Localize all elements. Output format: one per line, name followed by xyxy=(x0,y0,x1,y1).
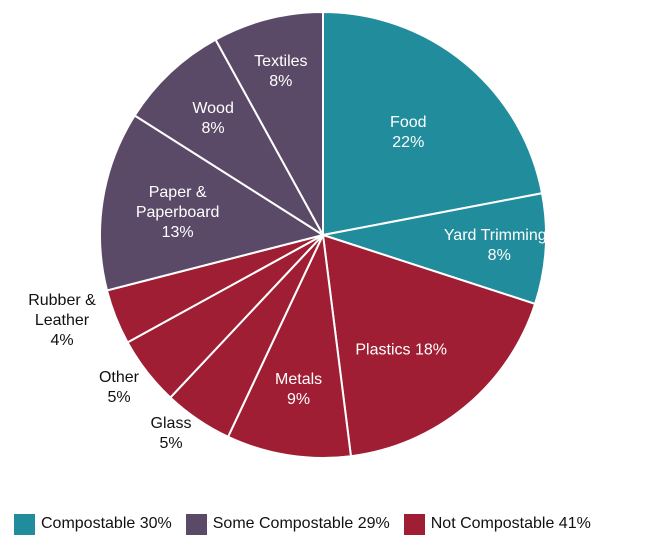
label-glass: Glass 5% xyxy=(151,415,192,452)
slice-food xyxy=(322,10,544,237)
legend-swatch-not-compostable xyxy=(403,513,425,535)
slice-labels: Food 22% Yard Trimmings 8% Plastics 18% Metal… xyxy=(28,53,554,452)
label-textiles: Textiles 8% xyxy=(254,53,307,90)
legend-item-some-compostable: Some Compostable 29% xyxy=(185,513,390,535)
label-food: Food 22% xyxy=(390,114,426,151)
slice-plastics xyxy=(321,233,537,458)
label-plastics: Plastics 18% xyxy=(355,342,447,359)
pie-chart: Food 22% Yard Trimmings 8% Plastics 18% Metal… xyxy=(28,10,554,459)
legend: Compostable 30% Some Compostable 29% Not… xyxy=(14,513,591,535)
legend-label-not-compostable: Not Compostable 41% xyxy=(430,515,591,532)
label-rubber-and-leather: Rubber & Leather 4% xyxy=(28,292,96,349)
legend-item-compostable: Compostable 30% xyxy=(14,513,172,535)
legend-item-not-compostable: Not Compostable 41% xyxy=(403,513,591,535)
slice-metals xyxy=(226,231,353,459)
pie-slices xyxy=(99,10,547,459)
legend-swatch-compostable xyxy=(14,513,35,535)
label-wood: Wood 8% xyxy=(192,100,234,137)
label-yard-trimmings: Yard Trimmings 8% xyxy=(444,227,555,264)
label-metals: Metals 9% xyxy=(275,371,322,408)
legend-label-some-compostable: Some Compostable 29% xyxy=(212,515,390,532)
legend-swatch-some-compostable xyxy=(185,513,207,535)
slice-wood xyxy=(133,38,324,236)
legend-label-compostable: Compostable 30% xyxy=(41,515,172,532)
label-paper-and-paperboard: Paper & Paperboard 13% xyxy=(136,184,220,241)
slice-yard-trimmings xyxy=(322,192,547,306)
label-other: Other 5% xyxy=(99,369,140,406)
slice-paper-and-paperboard xyxy=(99,114,326,292)
slice-textiles xyxy=(214,10,324,236)
